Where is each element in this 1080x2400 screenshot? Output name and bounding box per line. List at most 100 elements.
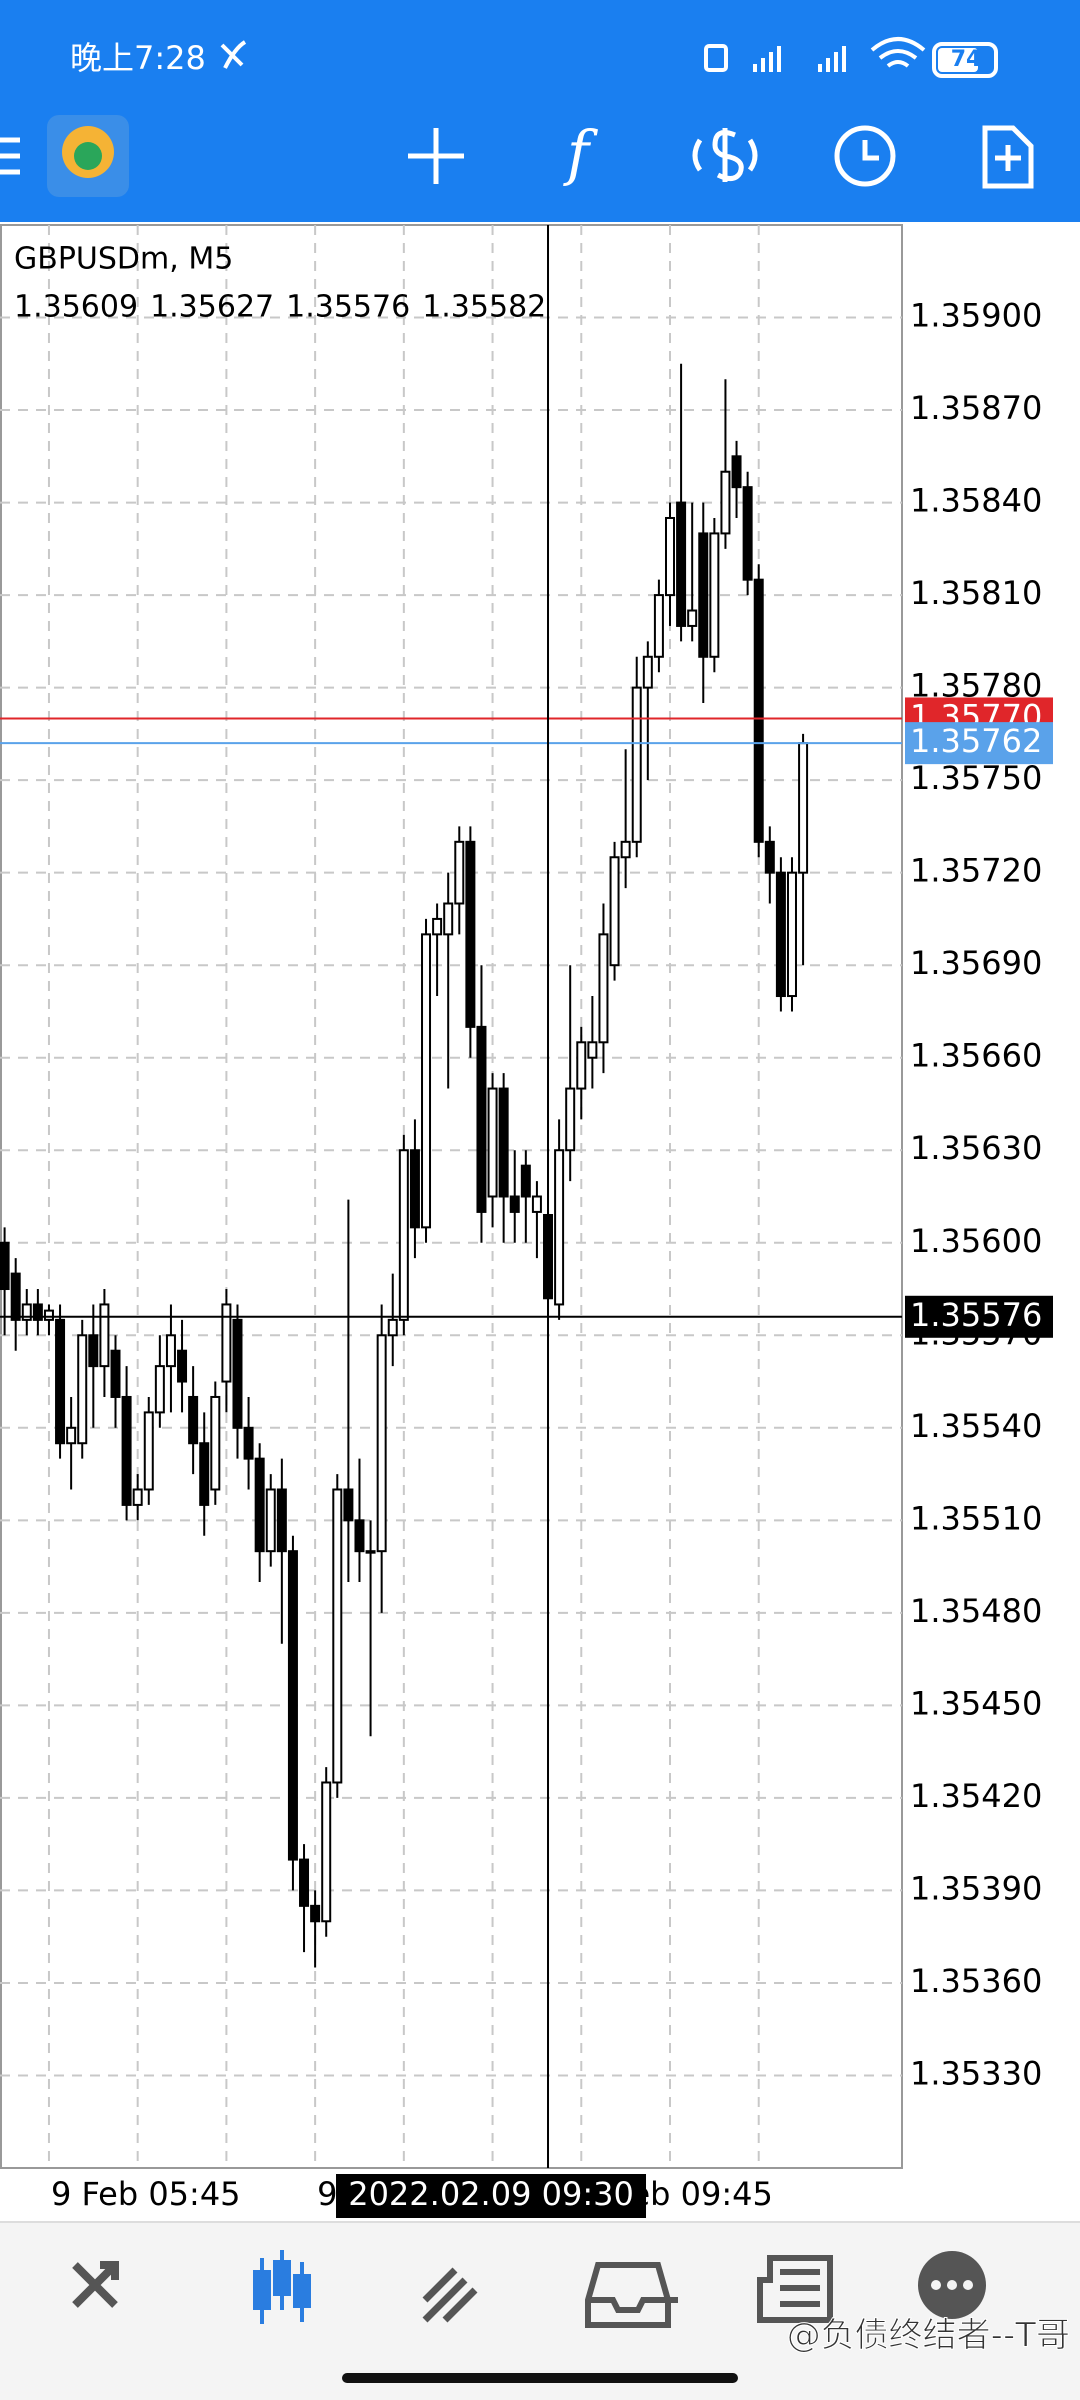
candle-body [154, 1365, 165, 1414]
y-tick-label: 1.35540 [910, 1407, 1042, 1445]
candle-body [88, 1334, 99, 1368]
candle-body [609, 856, 620, 967]
y-tick-label: 1.35480 [910, 1592, 1042, 1630]
candle-body [210, 1395, 221, 1491]
candle-body [265, 1488, 276, 1553]
y-tick-label: 1.35510 [910, 1499, 1042, 1537]
candle-body [99, 1303, 110, 1368]
candle-body [554, 1149, 565, 1306]
candle-body [509, 1195, 520, 1213]
candle-body [110, 1349, 121, 1398]
candle-body [143, 1411, 154, 1491]
candle-body [43, 1309, 54, 1321]
candle-body [687, 609, 698, 627]
crosshair-button[interactable] [408, 128, 464, 184]
candle-body [709, 532, 720, 658]
candle-body [576, 1041, 587, 1090]
y-tick-label: 1.35330 [910, 2054, 1042, 2092]
candle-body [698, 532, 709, 658]
candle-body [786, 871, 797, 998]
candle-body [32, 1303, 43, 1321]
candle-body [454, 840, 465, 905]
y-tick-label: 1.35450 [910, 1684, 1042, 1722]
candle-body [565, 1087, 576, 1152]
nav-trade[interactable] [422, 2267, 478, 2323]
candle-body [254, 1457, 265, 1553]
y-tick-label: 1.35360 [910, 1962, 1042, 2000]
candle-body [432, 917, 443, 936]
candle-body [243, 1426, 254, 1460]
trade-button[interactable] [692, 128, 758, 182]
y-tick-label: 1.35720 [910, 852, 1042, 890]
battery-fill [938, 48, 978, 72]
candle-body [520, 1164, 531, 1198]
candle-body [343, 1488, 354, 1522]
candle-body [66, 1426, 77, 1445]
nav-news[interactable] [757, 2255, 833, 2323]
candle-body [598, 933, 609, 1044]
candle-body [321, 1781, 332, 1923]
candle-body [742, 486, 753, 581]
home-indicator [342, 2373, 738, 2383]
candle-body [188, 1395, 199, 1445]
watermark: @负债终结者--T哥 [787, 2316, 1070, 2356]
y-tick-label: 1.35660 [910, 1037, 1042, 1075]
nav-history[interactable] [585, 2262, 678, 2328]
candle-body [498, 1087, 509, 1198]
candle-body [731, 455, 742, 489]
price-label: 1.35762 [910, 722, 1042, 760]
header [0, 0, 1080, 222]
candle-body [531, 1195, 542, 1213]
candle-body [421, 933, 432, 1229]
candle-body [21, 1303, 32, 1321]
candle-body [676, 501, 687, 627]
candle-body [376, 1334, 387, 1553]
candle-body [653, 594, 664, 658]
candle-body [764, 840, 775, 874]
candle-body [199, 1442, 210, 1506]
y-tick-label: 1.35810 [910, 574, 1042, 612]
candle-body [299, 1858, 310, 1907]
candle-body [387, 1318, 398, 1337]
y-tick-label: 1.35630 [910, 1129, 1042, 1167]
ohlc-value: 1.35609 [14, 290, 138, 325]
candle-body [287, 1550, 298, 1861]
candle-body [354, 1519, 365, 1553]
candle-body [665, 516, 675, 597]
y-tick-label: 1.35840 [910, 482, 1042, 520]
ohlc-readout: 1.35609 1.35627 1.35576 1.35582 [14, 290, 546, 325]
candle-body [0, 1241, 10, 1291]
candle-body [310, 1904, 321, 1923]
candle-body [55, 1318, 66, 1445]
candle-body [398, 1149, 409, 1321]
y-tick-label: 1.35900 [910, 297, 1042, 335]
bottom-nav [0, 2222, 1080, 2400]
candle-body [232, 1318, 243, 1429]
menu-button[interactable] [0, 137, 20, 175]
price-label-box [905, 722, 1053, 765]
crosshair-price-label: 1.35576 [910, 1296, 1042, 1334]
candle-body [587, 1041, 598, 1059]
nav-chart[interactable] [253, 2250, 311, 2324]
battery-level: 74 [951, 47, 982, 72]
y-tick-label: 1.35870 [910, 389, 1042, 427]
nav-quotes[interactable] [72, 2261, 119, 2308]
chart: 1.35330 1.35360 1.35390 1.35420 1.35450 1.354… [0, 225, 1053, 2218]
crosshair-time-label: 2022.02.09 09:30 [348, 2175, 634, 2213]
candle-body [631, 686, 642, 843]
y-tick-label: 1.35750 [910, 759, 1042, 797]
template-button[interactable] [982, 125, 1034, 189]
period-button[interactable] [834, 125, 896, 187]
ohlc-value: 1.35582 [422, 290, 546, 325]
ohlc-value: 1.35576 [286, 290, 410, 325]
candle-body [177, 1349, 188, 1383]
y-tick-label: 1.35390 [910, 1869, 1042, 1907]
candle-body [798, 742, 809, 874]
status-icons [220, 37, 998, 78]
x-tick-label: 9 Feb 05:45 [51, 2175, 241, 2213]
y-tick-label: 1.35600 [910, 1222, 1042, 1260]
candle-body [77, 1334, 88, 1445]
crosshair-time-box [336, 2174, 647, 2218]
